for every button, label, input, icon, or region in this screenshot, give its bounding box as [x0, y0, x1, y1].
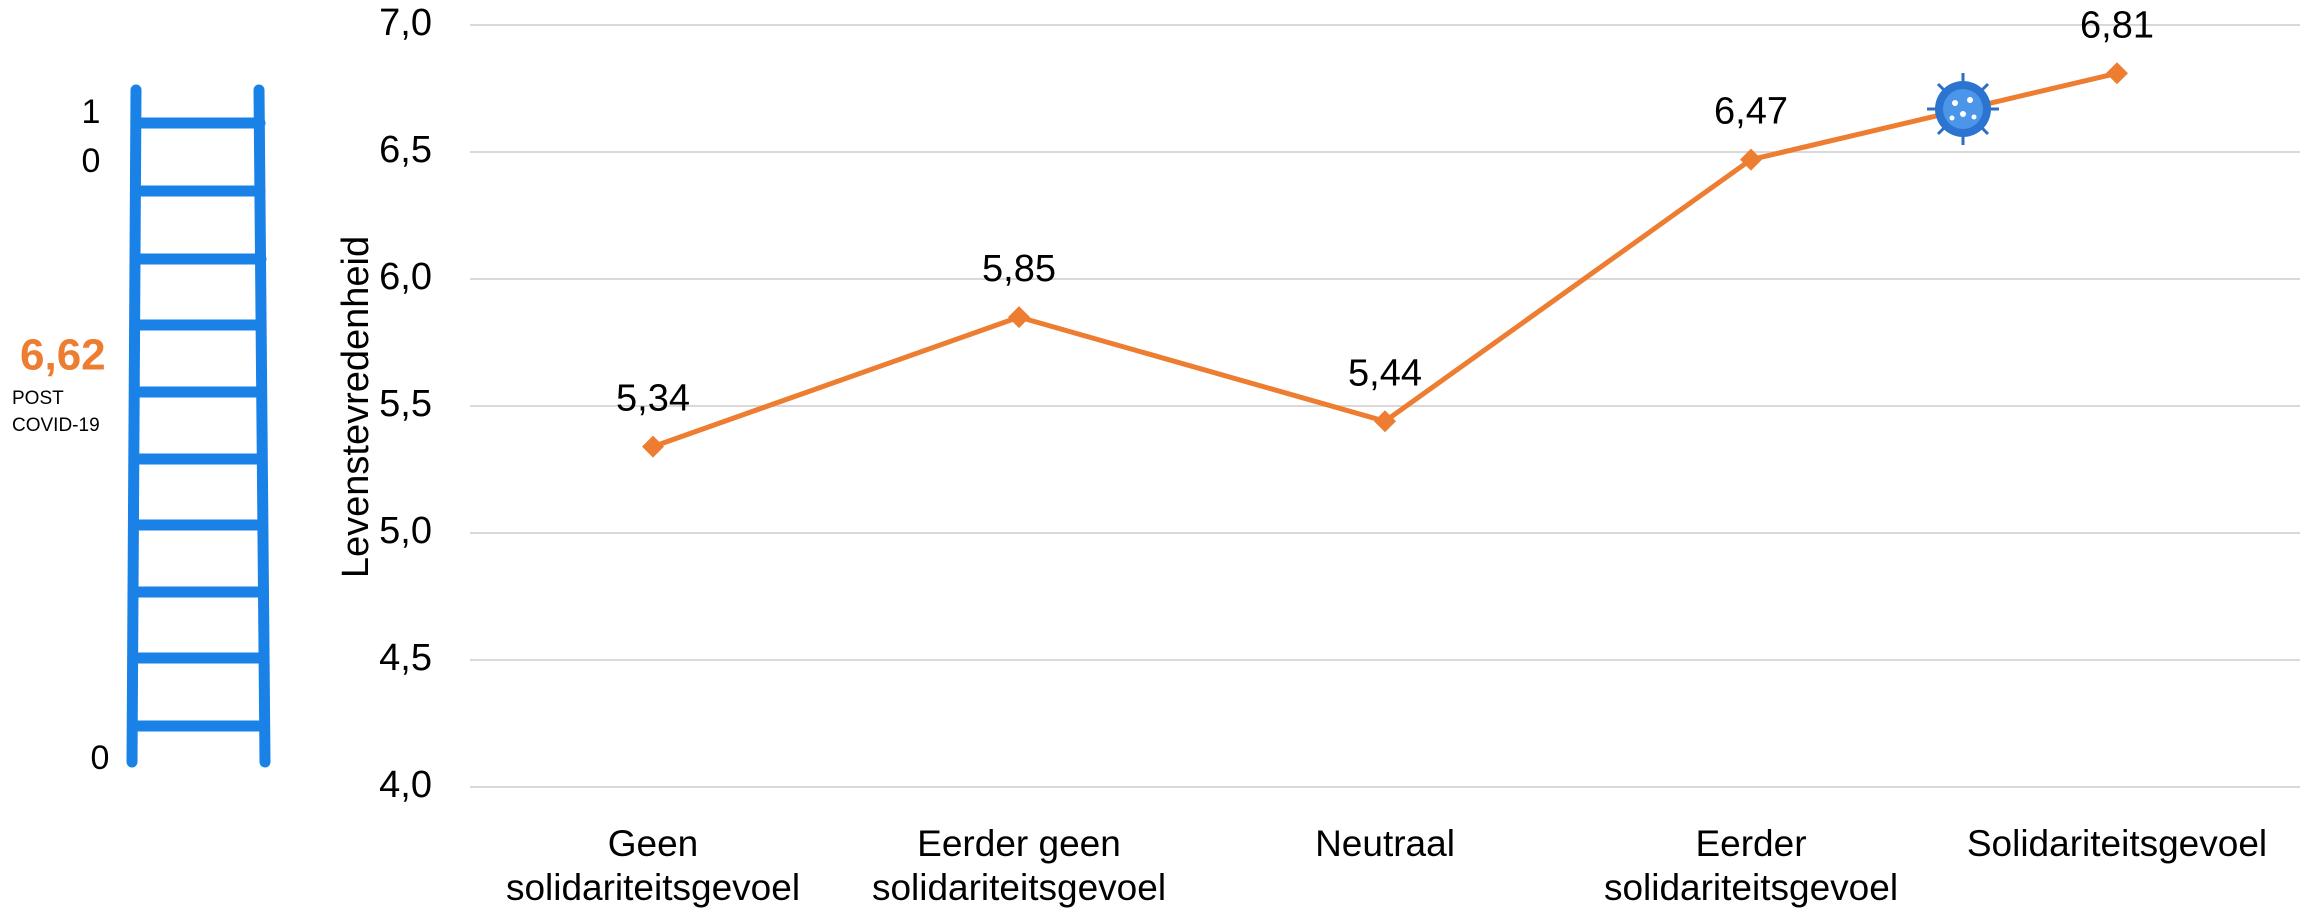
- value-label: 6,81: [2080, 4, 2154, 46]
- value-label: 5,85: [982, 248, 1056, 290]
- x-tick-label: Solidariteitsgevoel: [1966, 823, 2268, 864]
- y-tick-label: 6,0: [379, 256, 432, 298]
- ladder-top-label: 10: [81, 93, 101, 181]
- ladder-bottom-label: 0: [91, 739, 110, 777]
- marker: [1740, 148, 1762, 171]
- y-tick-label: 5,0: [379, 510, 432, 552]
- marker: [2106, 62, 2128, 85]
- y-tick-label: 4,0: [379, 764, 432, 806]
- y-tick-label: 4,5: [379, 637, 432, 679]
- value-label: 5,44: [1348, 352, 1422, 394]
- x-tick-label: Eerder solidariteitsgevoel: [1603, 823, 1899, 909]
- x-tick-label: Neutraal: [1315, 823, 1455, 864]
- virus-icon: [1927, 73, 1999, 145]
- ladder-score: 6,62: [20, 331, 106, 380]
- ladder-rail: [126, 84, 142, 768]
- ladder-score-note: POST COVID-19: [12, 388, 100, 436]
- y-tick-label: 6,5: [379, 129, 432, 171]
- value-label: 5,34: [616, 378, 690, 420]
- value-label: 6,47: [1714, 91, 1788, 133]
- ladder: [126, 84, 271, 768]
- marker: [1008, 306, 1030, 329]
- ladder-rail: [253, 84, 271, 768]
- marker: [1374, 410, 1396, 433]
- y-axis-label: Levenstevredenheid: [335, 236, 377, 578]
- y-tick-label: 5,5: [379, 383, 432, 425]
- x-tick-label: Geen solidariteitsgevoel: [505, 823, 801, 909]
- y-tick-label: 7,0: [379, 2, 432, 44]
- x-tick-label: Eerder geen solidariteitsgevoel: [871, 823, 1167, 909]
- marker: [642, 435, 664, 458]
